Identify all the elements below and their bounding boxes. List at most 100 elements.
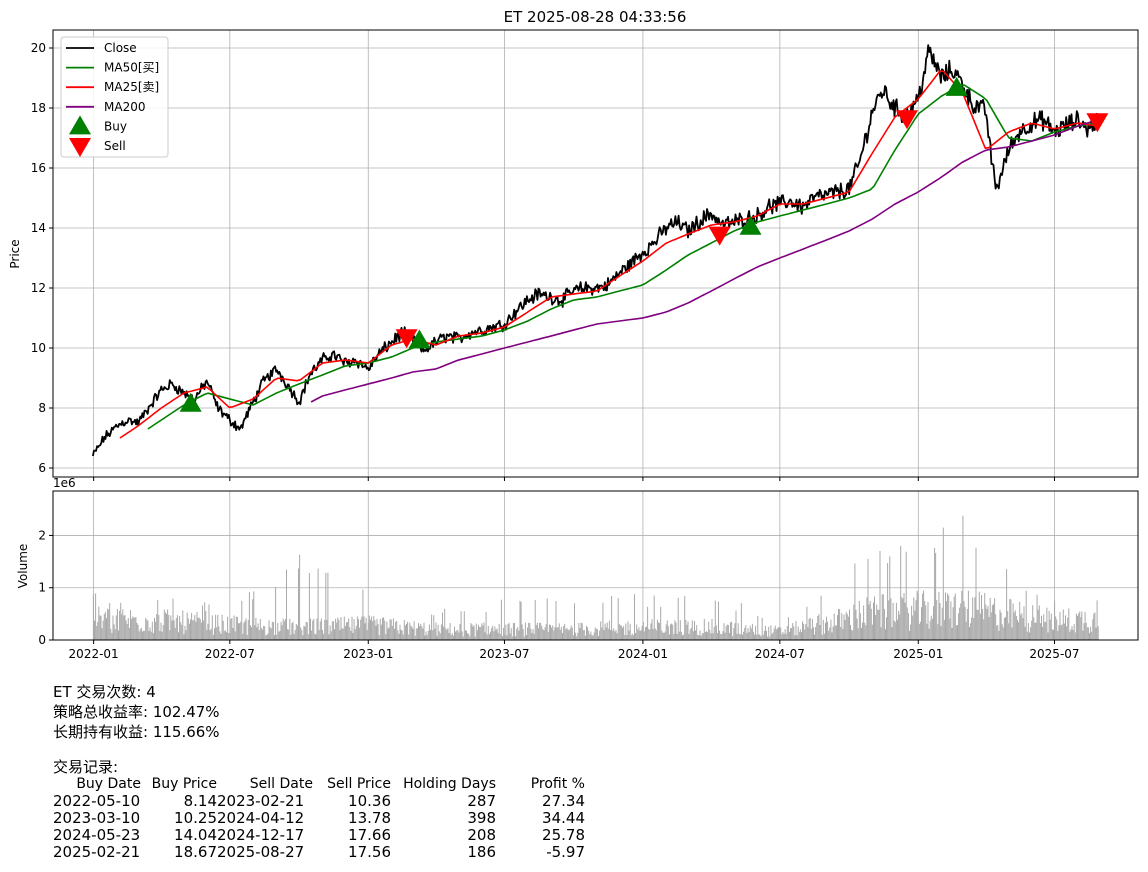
volume-bar	[212, 634, 214, 640]
volume-bar	[874, 596, 875, 640]
volume-bar	[523, 636, 525, 640]
volume-bar	[849, 609, 850, 640]
volume-bar	[493, 631, 495, 640]
volume-bar	[730, 622, 731, 640]
volume-bar	[181, 624, 183, 640]
volume-bar	[1038, 605, 1040, 640]
volume-bar	[947, 593, 949, 640]
volume-bar	[851, 629, 853, 640]
volume-bar	[402, 634, 404, 640]
volume-bar	[696, 625, 698, 640]
volume-bar	[436, 636, 438, 640]
volume-y-tick-label: 2	[38, 528, 46, 542]
volume-bar	[709, 629, 711, 640]
buy-signal-marker	[179, 392, 202, 412]
volume-bar	[642, 622, 644, 640]
volume-bar	[128, 627, 130, 640]
holding-days-cell: 287	[467, 792, 496, 810]
volume-bar	[937, 624, 939, 640]
volume-bar	[494, 626, 496, 640]
volume-bar	[913, 597, 915, 640]
volume-bar	[666, 620, 668, 640]
volume-bar	[307, 634, 309, 640]
volume-bar	[228, 633, 230, 640]
volume-bar	[163, 609, 165, 640]
volume-bar	[185, 630, 187, 640]
volume-bar	[803, 623, 805, 640]
sell-price-cell: 10.36	[348, 792, 391, 810]
volume-bar	[784, 629, 786, 640]
volume-bar	[358, 619, 359, 640]
volume-bar	[298, 568, 299, 640]
volume-bar	[407, 621, 409, 640]
volume-bar	[656, 619, 658, 640]
volume-bar	[1000, 612, 1002, 640]
volume-bar	[224, 630, 226, 640]
volume-bar	[267, 633, 269, 640]
volume-bar	[978, 591, 980, 640]
volume-bar	[312, 620, 314, 640]
volume-bar	[158, 615, 160, 640]
volume-bar	[692, 631, 694, 640]
volume-bar	[713, 626, 715, 640]
volume-bar	[359, 627, 361, 640]
x-tick-label: 2025-07	[1029, 647, 1079, 661]
volume-bar	[99, 615, 101, 640]
volume-bar	[222, 620, 224, 640]
volume-bar	[279, 630, 281, 640]
volume-bar	[759, 635, 761, 640]
volume-bar	[1005, 617, 1006, 640]
volume-bar	[208, 604, 210, 640]
volume-bar	[793, 626, 795, 640]
volume-bar	[170, 615, 172, 640]
volume-y-axis-label: Volume	[16, 544, 30, 589]
volume-bar	[825, 622, 826, 640]
volume-bar	[375, 625, 377, 640]
volume-bar	[1066, 626, 1068, 640]
volume-bar	[861, 628, 862, 640]
volume-bar	[711, 619, 713, 640]
volume-bar	[276, 634, 278, 640]
volume-bar	[697, 635, 699, 640]
volume-bar	[854, 563, 856, 640]
volume-bar	[593, 632, 595, 640]
volume-bar	[687, 621, 689, 640]
volume-bar	[675, 622, 677, 640]
volume-bar	[639, 630, 641, 640]
volume-bar	[796, 635, 798, 640]
volume-bar	[131, 618, 133, 640]
volume-bar	[245, 618, 247, 640]
volume-bar	[1063, 623, 1065, 640]
volume-bar	[302, 635, 304, 640]
volume-bar	[640, 630, 642, 640]
volume-bar	[684, 596, 686, 640]
volume-bar	[168, 614, 170, 640]
volume-bar	[220, 634, 222, 640]
volume-bar	[476, 630, 478, 640]
volume-bar	[1065, 615, 1066, 640]
volume-bar	[678, 631, 680, 640]
volume-bar	[530, 628, 532, 640]
volume-bar	[400, 629, 402, 640]
volume-bar	[118, 630, 119, 640]
volume-bar	[589, 634, 591, 640]
volume-bar	[901, 597, 903, 640]
volume-bar	[747, 628, 749, 640]
volume-bar	[247, 620, 249, 640]
volume-bar	[948, 595, 950, 640]
volume-bar	[738, 633, 740, 640]
volume-bar	[974, 597, 976, 640]
volume-bar	[288, 629, 290, 640]
volume-bar	[905, 551, 907, 640]
volume-bar	[959, 607, 961, 640]
volume-bar	[159, 631, 161, 640]
volume-bar	[193, 619, 195, 640]
volume-bar	[507, 624, 509, 640]
volume-bar	[650, 623, 652, 640]
volume-bar	[966, 609, 968, 640]
volume-bar	[1042, 626, 1044, 640]
volume-bar	[767, 636, 769, 640]
price-y-tick-label: 12	[31, 281, 46, 295]
volume-bar	[1054, 600, 1056, 640]
volume-bar	[123, 615, 125, 640]
